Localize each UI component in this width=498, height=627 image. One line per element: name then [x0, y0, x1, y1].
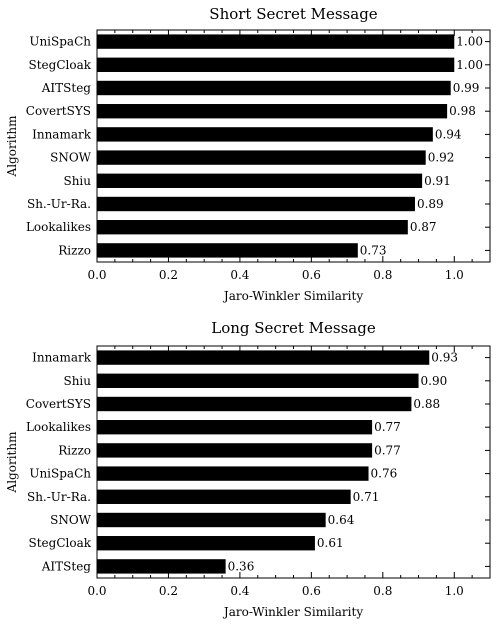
x-tick-label: 0.6	[302, 268, 321, 282]
bar	[97, 443, 373, 458]
bar	[97, 80, 451, 96]
bar	[97, 220, 408, 235]
bar	[97, 420, 373, 435]
category-label: CovertSYS	[26, 397, 91, 411]
category-label: Innamark	[32, 127, 92, 141]
chart-title: Long Secret Message	[211, 319, 376, 337]
category-label: UniSpaCh	[29, 35, 91, 49]
category-label: Sh.-Ur-Ra.	[27, 490, 91, 504]
value-label: 0.73	[360, 243, 387, 257]
category-label: Shiu	[63, 174, 91, 188]
x-tick-label: 0.4	[230, 268, 249, 282]
bar	[97, 150, 426, 165]
bar	[97, 396, 412, 412]
category-label: Rizzo	[58, 243, 91, 257]
bar	[97, 196, 415, 212]
bar	[97, 243, 358, 258]
bar	[97, 373, 419, 388]
category-label: CovertSYS	[26, 104, 91, 118]
category-label: StegCloak	[29, 536, 92, 550]
bar	[97, 512, 326, 528]
category-label: StegCloak	[29, 58, 92, 72]
category-label: AITSteg	[41, 81, 92, 95]
y-axis-label: Algorithm	[5, 431, 19, 494]
value-label: 1.00	[456, 35, 483, 49]
bar	[97, 466, 369, 481]
value-label: 0.92	[428, 151, 455, 165]
x-axis-label: Jaro-Winkler Similarity	[222, 605, 363, 619]
value-label: 0.77	[374, 443, 401, 457]
value-label: 0.76	[371, 467, 398, 481]
bar	[97, 127, 433, 142]
category-label: Lookalikes	[26, 420, 91, 434]
x-tick-label: 0.8	[373, 268, 392, 282]
chart-short-secret-message: Short Secret Message UniSpaCh 1.00 StegCloa…	[5, 5, 491, 303]
value-label: 0.61	[317, 536, 344, 550]
x-tick-label: 0.2	[159, 584, 178, 598]
value-label: 0.71	[353, 490, 380, 504]
category-label: AITSteg	[41, 559, 92, 573]
value-label: 0.89	[417, 197, 444, 211]
x-tick-label: 0.2	[159, 268, 178, 282]
value-label: 0.90	[421, 374, 448, 388]
value-label: 0.91	[424, 174, 451, 188]
chart-title: Short Secret Message	[209, 5, 378, 23]
bar	[97, 34, 455, 49]
value-label: 0.99	[453, 81, 480, 95]
category-label: Lookalikes	[26, 220, 91, 234]
category-label: SNOW	[50, 513, 92, 527]
chart-long-secret-message: Long Secret Message Innamark 0.93 Shiu 0.90 C…	[5, 319, 491, 619]
value-label: 0.94	[435, 127, 462, 141]
value-label: 0.93	[431, 351, 458, 365]
value-label: 0.36	[228, 559, 255, 573]
bar	[97, 559, 226, 574]
bar	[97, 104, 448, 119]
category-label: SNOW	[50, 151, 92, 165]
x-tick-label: 0.4	[230, 584, 249, 598]
value-label: 0.98	[449, 104, 476, 118]
x-tick-label: 0.6	[302, 584, 321, 598]
x-tick-label: 1.0	[445, 584, 464, 598]
value-label: 0.77	[374, 420, 401, 434]
bar	[97, 350, 430, 365]
value-label: 1.00	[456, 58, 483, 72]
x-tick-label: 0.0	[87, 584, 106, 598]
bar	[97, 173, 423, 188]
x-tick-label: 1.0	[445, 268, 464, 282]
category-label: UniSpaCh	[29, 467, 91, 481]
bar	[97, 57, 455, 72]
value-label: 0.88	[413, 397, 440, 411]
x-axis-label: Jaro-Winkler Similarity	[222, 289, 363, 303]
x-tick-label: 0.0	[87, 268, 106, 282]
value-label: 0.64	[328, 513, 355, 527]
bar	[97, 489, 351, 504]
value-label: 0.87	[410, 220, 437, 234]
category-label: Sh.-Ur-Ra.	[27, 197, 91, 211]
x-tick-label: 0.8	[373, 584, 392, 598]
category-label: Shiu	[63, 374, 91, 388]
y-axis-label: Algorithm	[5, 115, 19, 178]
bar	[97, 536, 315, 551]
category-label: Rizzo	[58, 443, 91, 457]
category-label: Innamark	[32, 351, 92, 365]
